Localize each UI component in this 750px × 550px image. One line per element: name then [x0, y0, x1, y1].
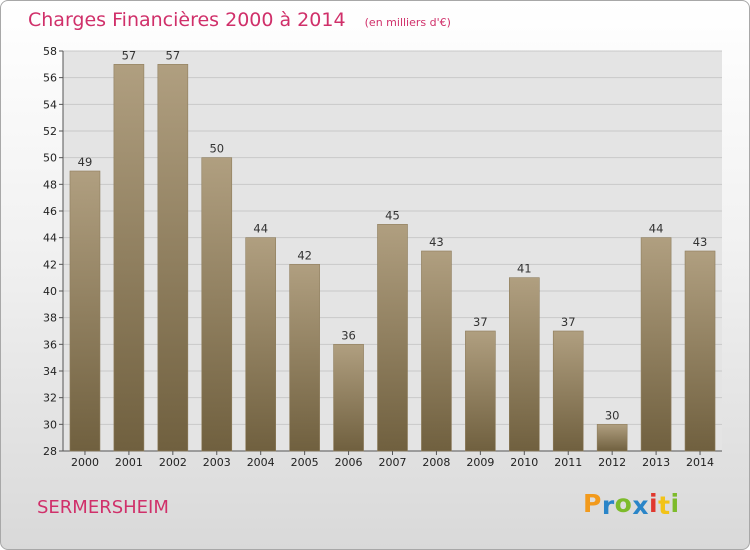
bar	[245, 237, 276, 452]
data-label: 42	[297, 248, 312, 262]
bar	[377, 224, 408, 452]
y-tick-label: 44	[43, 232, 57, 245]
bar	[201, 157, 233, 452]
bar	[333, 344, 364, 452]
logo-letter: r	[601, 491, 615, 520]
bar	[508, 277, 540, 452]
data-label: 44	[649, 222, 664, 236]
logo-letter: i	[649, 489, 659, 518]
data-label: 43	[429, 235, 444, 249]
x-tick-label: 2009	[466, 456, 494, 469]
y-tick-label: 46	[43, 205, 57, 218]
y-tick-label: 28	[43, 445, 57, 458]
x-tick-label: 2001	[115, 456, 143, 469]
chart-title: Charges Financières 2000 à 2014	[28, 9, 346, 31]
y-tick-label: 50	[43, 152, 57, 165]
x-tick-label: 2008	[422, 456, 450, 469]
logo-letter: t	[658, 491, 671, 520]
x-tick-label: 2010	[510, 456, 538, 469]
bar	[289, 264, 320, 452]
bar	[421, 250, 452, 452]
y-tick-label: 48	[43, 178, 57, 191]
data-label: 37	[561, 315, 576, 329]
y-tick-label: 38	[43, 312, 57, 325]
y-tick-label: 32	[43, 392, 57, 405]
y-tick-label: 52	[43, 125, 57, 138]
x-tick-label: 2004	[247, 456, 275, 469]
data-label: 41	[517, 262, 532, 276]
data-label: 57	[122, 48, 137, 62]
data-label: 49	[78, 155, 93, 169]
data-label: 45	[385, 208, 400, 222]
data-label: 36	[341, 328, 356, 342]
x-tick-label: 2011	[554, 456, 582, 469]
bar	[69, 170, 101, 452]
y-tick-label: 58	[43, 45, 57, 58]
data-label: 30	[605, 408, 620, 422]
x-tick-label: 2002	[159, 456, 187, 469]
x-tick-label: 2003	[203, 456, 231, 469]
x-tick-label: 2006	[335, 456, 363, 469]
place-name: SERMERSHEIM	[37, 497, 169, 518]
x-tick-label: 2014	[686, 456, 714, 469]
x-tick-label: 2000	[71, 456, 99, 469]
bar	[596, 424, 628, 452]
chart-unit: (en milliers d'€)	[364, 16, 451, 29]
x-tick-label: 2013	[642, 456, 670, 469]
x-tick-label: 2005	[291, 456, 319, 469]
x-tick-label: 2012	[598, 456, 626, 469]
x-tick-label: 2007	[379, 456, 407, 469]
data-label: 37	[473, 315, 488, 329]
y-tick-label: 30	[43, 418, 57, 431]
proxiti-logo: Proxiti	[583, 489, 680, 520]
bar	[552, 330, 584, 452]
logo-letter: i	[670, 489, 680, 518]
logo-letter: P	[583, 489, 602, 518]
y-tick-label: 42	[43, 258, 57, 271]
y-tick-label: 34	[43, 365, 57, 378]
y-tick-label: 40	[43, 285, 57, 298]
data-label: 57	[166, 48, 181, 62]
data-label: 43	[693, 235, 708, 249]
logo-letter: o	[614, 489, 633, 518]
y-tick-label: 36	[43, 338, 57, 351]
bar	[465, 330, 496, 452]
title-row: Charges Financières 2000 à 2014 (en mill…	[28, 9, 451, 31]
data-label: 50	[209, 142, 224, 156]
bar	[113, 64, 145, 452]
data-label: 44	[253, 222, 268, 236]
logo-letter: x	[632, 491, 649, 520]
bar	[684, 250, 716, 452]
y-tick-label: 54	[43, 98, 57, 111]
bar	[157, 64, 189, 452]
bar	[640, 237, 672, 452]
y-tick-label: 56	[43, 72, 57, 85]
